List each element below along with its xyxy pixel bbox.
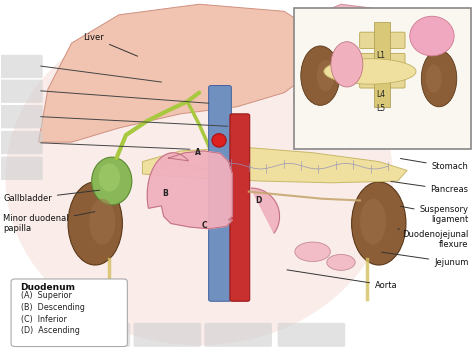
Text: Aorta: Aorta <box>287 270 398 290</box>
FancyBboxPatch shape <box>0 131 43 154</box>
Ellipse shape <box>327 255 355 270</box>
Ellipse shape <box>212 133 226 147</box>
FancyBboxPatch shape <box>230 114 250 301</box>
Text: (C)  Inferior: (C) Inferior <box>20 315 66 324</box>
FancyBboxPatch shape <box>0 157 43 180</box>
Ellipse shape <box>99 163 120 192</box>
Text: (B)  Descending: (B) Descending <box>20 303 84 312</box>
FancyBboxPatch shape <box>294 8 471 149</box>
Ellipse shape <box>295 242 330 262</box>
Ellipse shape <box>331 42 363 87</box>
Ellipse shape <box>324 59 416 84</box>
Ellipse shape <box>421 50 457 107</box>
Polygon shape <box>143 147 407 183</box>
Ellipse shape <box>89 199 115 245</box>
FancyBboxPatch shape <box>0 55 43 78</box>
FancyBboxPatch shape <box>278 323 345 347</box>
FancyBboxPatch shape <box>374 22 390 107</box>
Text: Duodenojejunal
flexure: Duodenojejunal flexure <box>398 229 469 249</box>
Text: Gallbladder: Gallbladder <box>3 190 100 203</box>
Text: Minor duodenal
papilla: Minor duodenal papilla <box>3 212 95 233</box>
Text: C: C <box>202 221 208 230</box>
Text: Jejunum: Jejunum <box>382 252 469 267</box>
Text: Duodenum: Duodenum <box>20 283 75 292</box>
Ellipse shape <box>5 10 393 345</box>
Ellipse shape <box>301 46 340 105</box>
Text: (A)  Superior: (A) Superior <box>20 291 72 300</box>
FancyBboxPatch shape <box>11 279 128 346</box>
Text: Suspensory
ligament: Suspensory ligament <box>401 205 469 224</box>
FancyBboxPatch shape <box>134 323 201 347</box>
Text: Liver: Liver <box>83 33 137 56</box>
Ellipse shape <box>352 182 406 265</box>
Polygon shape <box>147 151 232 229</box>
FancyBboxPatch shape <box>0 80 43 103</box>
Ellipse shape <box>317 60 335 91</box>
Polygon shape <box>294 4 436 149</box>
FancyBboxPatch shape <box>360 72 405 88</box>
Text: L5: L5 <box>376 104 385 113</box>
Polygon shape <box>38 4 322 142</box>
Text: Pancreas: Pancreas <box>391 181 469 195</box>
Polygon shape <box>251 188 280 233</box>
Text: L4: L4 <box>376 90 385 99</box>
FancyBboxPatch shape <box>360 32 405 48</box>
Text: Stomach: Stomach <box>401 159 469 171</box>
Ellipse shape <box>91 157 132 205</box>
FancyBboxPatch shape <box>204 323 272 347</box>
FancyBboxPatch shape <box>360 53 405 70</box>
FancyBboxPatch shape <box>0 105 43 129</box>
Text: L1: L1 <box>376 51 385 60</box>
Text: B: B <box>162 189 168 198</box>
Ellipse shape <box>426 64 442 93</box>
FancyBboxPatch shape <box>63 323 130 347</box>
FancyBboxPatch shape <box>209 86 231 301</box>
Text: D: D <box>255 196 262 205</box>
Ellipse shape <box>68 182 122 265</box>
Text: (D)  Ascending: (D) Ascending <box>20 327 80 335</box>
Ellipse shape <box>360 199 386 245</box>
Ellipse shape <box>410 16 454 56</box>
Text: A: A <box>195 148 201 157</box>
